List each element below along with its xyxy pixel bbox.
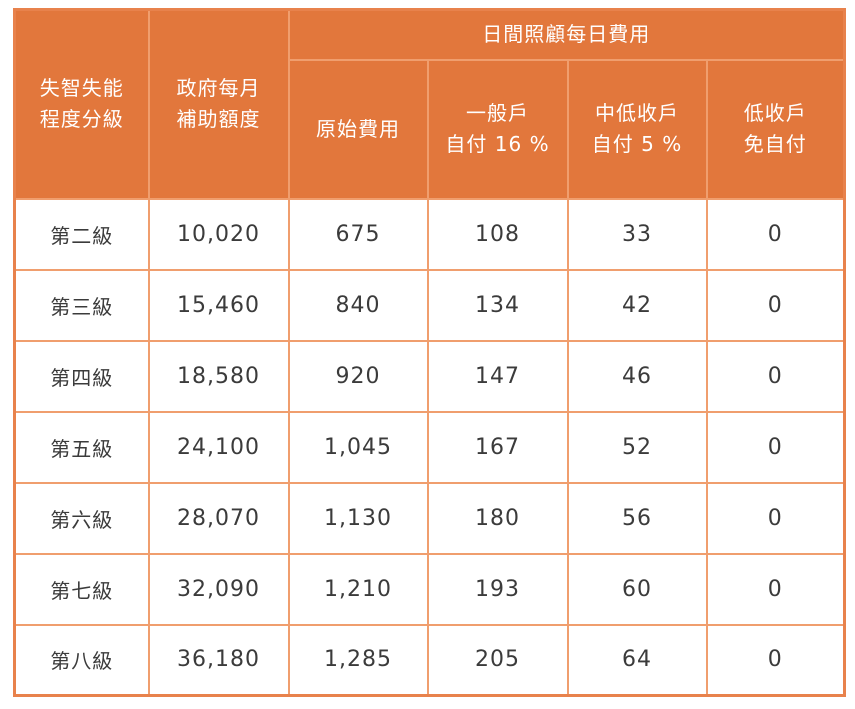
cell-subsidy: 32,090 [147,552,290,626]
cell-original: 1,045 [287,410,429,484]
cell-midlow: 60 [566,552,708,626]
cell-level: 第二級 [13,197,150,271]
cell-general: 147 [426,339,569,413]
cell-subsidy: 36,180 [147,623,290,697]
cell-midlow: 42 [566,268,708,342]
cell-level: 第八級 [13,623,150,697]
cell-general: 167 [426,410,569,484]
header-subsidy: 政府每月 補助額度 [147,8,290,200]
cell-low: 0 [705,623,846,697]
table-row: 第五級 24,100 1,045 167 52 0 [13,410,846,484]
header-midlow-copay: 中低收戶 自付 5 % [566,58,708,200]
cell-level: 第四級 [13,339,150,413]
header-level: 失智失能 程度分級 [13,8,150,200]
table-row: 第七級 32,090 1,210 193 60 0 [13,552,846,626]
table-row: 第三級 15,460 840 134 42 0 [13,268,846,342]
header-low-exempt: 低收戶 免自付 [705,58,846,200]
cell-low: 0 [705,339,846,413]
cell-midlow: 56 [566,481,708,555]
cell-low: 0 [705,481,846,555]
cell-low: 0 [705,552,846,626]
cell-midlow: 52 [566,410,708,484]
cell-subsidy: 18,580 [147,339,290,413]
cell-subsidy: 28,070 [147,481,290,555]
table-row: 第二級 10,020 675 108 33 0 [13,197,846,271]
cell-level: 第五級 [13,410,150,484]
cell-original: 1,130 [287,481,429,555]
cell-low: 0 [705,268,846,342]
table-row: 第六級 28,070 1,130 180 56 0 [13,481,846,555]
cell-subsidy: 24,100 [147,410,290,484]
cell-original: 675 [287,197,429,271]
cell-subsidy: 10,020 [147,197,290,271]
header-general-copay: 一般戶 自付 16 % [426,58,569,200]
cell-subsidy: 15,460 [147,268,290,342]
cell-midlow: 33 [566,197,708,271]
cell-midlow: 46 [566,339,708,413]
table-row: 第八級 36,180 1,285 205 64 0 [13,623,846,697]
header-original-fee: 原始費用 [287,58,429,200]
cell-low: 0 [705,410,846,484]
daycare-fee-table: 失智失能 程度分級 政府每月 補助額度 日間照顧每日費用 原始費用 一般戶 自付… [13,8,846,697]
cell-general: 180 [426,481,569,555]
cell-general: 205 [426,623,569,697]
cell-general: 193 [426,552,569,626]
cell-original: 840 [287,268,429,342]
cell-original: 1,210 [287,552,429,626]
cell-midlow: 64 [566,623,708,697]
cell-general: 134 [426,268,569,342]
cell-level: 第六級 [13,481,150,555]
table-row: 第四級 18,580 920 147 46 0 [13,339,846,413]
cell-low: 0 [705,197,846,271]
cell-level: 第三級 [13,268,150,342]
cell-general: 108 [426,197,569,271]
cell-original: 1,285 [287,623,429,697]
header-group-daycare-fee: 日間照顧每日費用 [287,8,846,61]
cell-level: 第七級 [13,552,150,626]
cell-original: 920 [287,339,429,413]
